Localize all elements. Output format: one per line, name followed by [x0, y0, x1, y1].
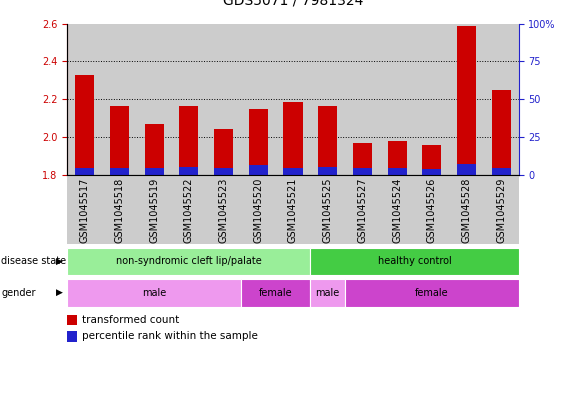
Bar	[137, 24, 172, 175]
Text: GSM1045520: GSM1045520	[253, 178, 263, 243]
Text: GSM1045529: GSM1045529	[496, 178, 506, 243]
Text: gender: gender	[1, 288, 36, 298]
Bar	[67, 279, 241, 307]
Bar	[414, 175, 449, 244]
Text: disease state: disease state	[1, 256, 66, 266]
Bar	[414, 24, 449, 175]
Bar	[248, 165, 268, 175]
Text: ▶: ▶	[56, 257, 63, 266]
Bar	[241, 24, 275, 175]
Text: GSM1045525: GSM1045525	[323, 178, 333, 243]
Bar	[137, 175, 172, 244]
Text: GSM1045524: GSM1045524	[392, 178, 402, 243]
Text: male: male	[142, 288, 166, 298]
Bar	[449, 24, 484, 175]
Bar	[345, 175, 380, 244]
Bar	[172, 24, 206, 175]
Bar	[145, 124, 163, 175]
Bar	[110, 106, 129, 175]
Bar	[318, 106, 338, 175]
Bar	[380, 24, 414, 175]
Text: GSM1045518: GSM1045518	[114, 178, 124, 243]
Bar	[387, 141, 407, 175]
Text: GSM1045523: GSM1045523	[219, 178, 229, 243]
Bar	[423, 145, 441, 175]
Bar	[248, 109, 268, 175]
Bar	[284, 168, 302, 175]
Bar	[214, 168, 233, 175]
Text: male: male	[316, 288, 340, 298]
Bar	[353, 143, 372, 175]
Bar	[380, 175, 414, 244]
Text: female: female	[259, 288, 292, 298]
Bar	[206, 175, 241, 244]
Bar	[67, 175, 102, 244]
Bar	[67, 24, 102, 175]
Bar	[345, 279, 519, 307]
Text: GSM1045528: GSM1045528	[462, 178, 472, 243]
Text: GDS5071 / 7981324: GDS5071 / 7981324	[223, 0, 363, 8]
Text: ▶: ▶	[56, 288, 63, 297]
Bar	[206, 24, 241, 175]
Bar	[353, 168, 372, 175]
Bar	[449, 175, 484, 244]
Bar	[311, 248, 519, 275]
Text: GSM1045527: GSM1045527	[357, 178, 367, 243]
Bar	[172, 175, 206, 244]
Bar	[67, 248, 311, 275]
Text: GSM1045517: GSM1045517	[80, 178, 90, 243]
Bar	[275, 24, 311, 175]
Bar	[387, 168, 407, 175]
Bar	[311, 24, 345, 175]
Bar	[284, 102, 302, 175]
Bar	[457, 26, 476, 175]
Text: healthy control: healthy control	[377, 256, 451, 266]
Text: GSM1045522: GSM1045522	[184, 178, 194, 243]
Bar	[423, 169, 441, 175]
Bar	[102, 24, 137, 175]
Bar	[241, 279, 311, 307]
Text: GSM1045521: GSM1045521	[288, 178, 298, 243]
Bar	[311, 279, 345, 307]
Bar	[110, 168, 129, 175]
Bar	[75, 75, 94, 175]
Bar	[145, 168, 163, 175]
Bar	[75, 168, 94, 175]
Bar	[179, 106, 199, 175]
Bar	[457, 165, 476, 175]
Bar	[214, 130, 233, 175]
Text: transformed count: transformed count	[82, 315, 179, 325]
Text: female: female	[415, 288, 449, 298]
Bar	[275, 175, 311, 244]
Bar	[484, 175, 519, 244]
Bar	[318, 167, 338, 175]
Text: GSM1045519: GSM1045519	[149, 178, 159, 243]
Bar	[102, 175, 137, 244]
Bar	[241, 175, 275, 244]
Bar	[492, 168, 511, 175]
Bar	[67, 315, 77, 325]
Bar	[492, 90, 511, 175]
Text: non-syndromic cleft lip/palate: non-syndromic cleft lip/palate	[116, 256, 262, 266]
Bar	[311, 175, 345, 244]
Bar	[345, 24, 380, 175]
Bar	[179, 167, 199, 175]
Bar	[67, 331, 77, 342]
Bar	[484, 24, 519, 175]
Text: percentile rank within the sample: percentile rank within the sample	[82, 331, 258, 341]
Text: GSM1045526: GSM1045526	[427, 178, 437, 243]
